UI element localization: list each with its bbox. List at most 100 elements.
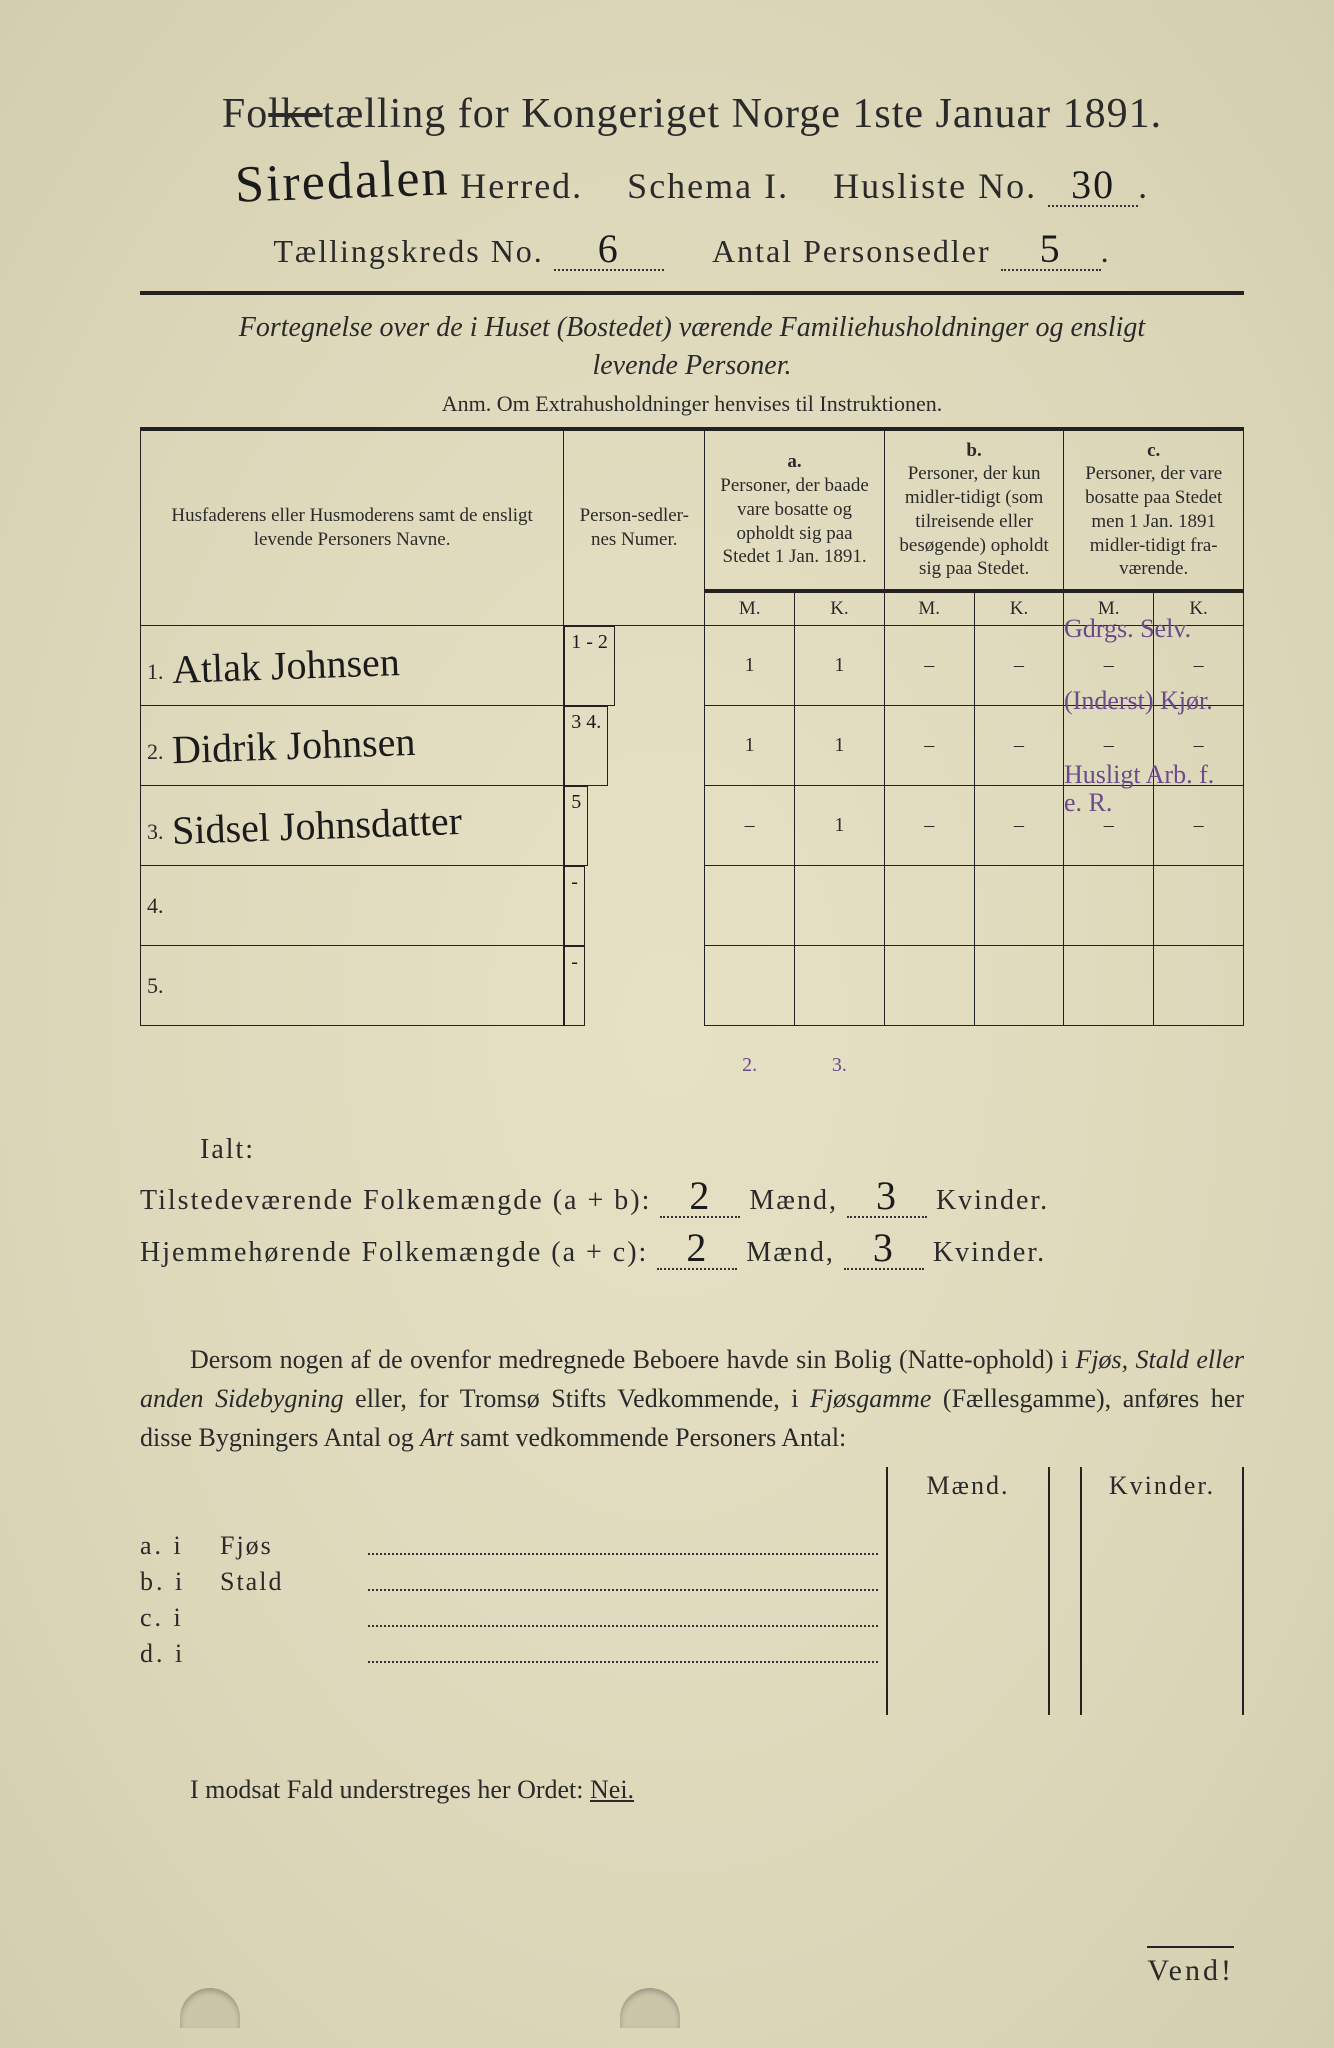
margin-note-1: Gdrgs. Selv. (1064, 615, 1224, 644)
c-m-cell (1064, 866, 1154, 946)
th-a-m: M. (705, 591, 795, 625)
para-t1: Dersom nogen af de ovenfor medregnede Be… (190, 1345, 1075, 1374)
subtable-col-k (1080, 1505, 1244, 1715)
ialt2-m: 2 (686, 1228, 708, 1268)
b-k-cell (974, 866, 1064, 946)
para-it3: Art (420, 1423, 453, 1452)
a-k-cell: 1 (795, 786, 885, 866)
b-m-cell: – (884, 786, 974, 866)
subrow-dots (368, 1588, 878, 1591)
th-b-text: Personer, der kun midler-tidigt (som til… (891, 462, 1058, 581)
subrow-dots (368, 1552, 878, 1555)
th-a-k: K. (795, 591, 885, 625)
nei-line: I modsat Fald understreges her Ordet: Ne… (140, 1775, 1244, 1805)
b-m-cell: – (884, 625, 974, 706)
b-m-cell: – (884, 706, 974, 786)
subtitle: Fortegnelse over de i Huset (Bostedet) v… (180, 309, 1204, 385)
a-k-cell (795, 946, 885, 1026)
nei-text: I modsat Fald understreges her Ordet: (190, 1775, 590, 1804)
num-cell: 5 (564, 786, 588, 866)
subtitle-line1: Fortegnelse over de i Huset (Bostedet) v… (239, 312, 1145, 343)
c-m-cell (1064, 946, 1154, 1026)
antal-label: Antal Personsedler (712, 233, 991, 269)
ialt1-m: 2 (689, 1176, 711, 1216)
fjos-paragraph: Dersom nogen af de ovenfor medregnede Be… (140, 1340, 1244, 1457)
ialt2-maend: Mænd, (746, 1237, 835, 1268)
b-m-cell (884, 946, 974, 1026)
ialt1-m-field: 2 (660, 1176, 740, 1218)
husliste-label: Husliste No. (833, 166, 1037, 206)
subtable-head: Mænd. Kvinder. (140, 1467, 1244, 1505)
kreds-no: 6 (598, 229, 620, 269)
ialt-line-1: Tilstedeværende Folkemængde (a + b): 2 M… (140, 1176, 1244, 1218)
vend-label: Vend! (1147, 1946, 1234, 1988)
subtable-row: c. i (140, 1603, 886, 1633)
th-b-k: K. (974, 591, 1064, 625)
nei-word: Nei. (590, 1775, 634, 1804)
totals-row: 2. 3. (141, 1026, 1244, 1105)
header-block: Folketælling for Kongeriget Norge 1ste J… (140, 90, 1244, 271)
para-t2: eller, for Tromsø Stifts Vedkommende, i (344, 1384, 810, 1413)
b-k-cell: – (974, 706, 1064, 786)
herred-handwritten: Siredalen (234, 148, 450, 214)
table-wrapper: Husfaderens eller Husmoderens samt de en… (140, 427, 1244, 1105)
th-b-m: M. (884, 591, 974, 625)
th-c-letter: c. (1070, 439, 1237, 463)
num-cell: - (564, 946, 585, 1026)
subtable-row: a. iFjøs (140, 1531, 886, 1561)
subtable-rows: a. iFjøs b. iStald c. i d. i (140, 1525, 886, 1715)
subtable-row: d. i (140, 1639, 886, 1669)
c-k-cell (1154, 946, 1244, 1026)
header-row-3: Tællingskreds No. 6 Antal Personsedler 5… (140, 229, 1244, 271)
title-rest: tælling for Kongeriget Norge 1ste Januar… (323, 91, 1163, 137)
husliste-no-field: 30 (1048, 165, 1138, 207)
num-cell: 3 4. (564, 706, 608, 786)
subrow-dots (368, 1624, 878, 1627)
num-cell: 1 - 2 (564, 626, 615, 706)
table-row: 5.- (141, 946, 1244, 1026)
subtitle-line2: levende Personer. (592, 350, 791, 381)
th-name: Husfaderens eller Husmoderens samt de en… (141, 429, 564, 626)
a-m-cell: 1 (705, 625, 795, 706)
subrow-label: a. i (140, 1531, 220, 1561)
subrow-label: b. i (140, 1567, 220, 1597)
th-num: Person-sedler-nes Numer. (564, 429, 705, 626)
subtable-wrapper: Mænd. Kvinder. a. iFjøs b. iStald c. i d. i (140, 1467, 1244, 1715)
th-b-letter: b. (891, 439, 1058, 463)
anm-note: Anm. Om Extrahusholdninger henvises til … (140, 391, 1244, 417)
antal-no-field: 5 (1001, 229, 1101, 271)
ialt1-k-field: 3 (847, 1176, 927, 1218)
a-m-cell (705, 946, 795, 1026)
th-a-text: Personer, der baade vare bosatte og opho… (711, 474, 878, 569)
name-cell: 4. (141, 866, 564, 946)
header-row-2: Siredalen Herred. Schema I. Husliste No.… (140, 152, 1244, 211)
census-form-page: Folketælling for Kongeriget Norge 1ste J… (0, 0, 1334, 2048)
name-cell: 3.Sidsel Johnsdatter (141, 786, 564, 866)
page-tear-mid (620, 1988, 680, 2028)
th-a: a. Personer, der baade vare bosatte og o… (705, 429, 885, 592)
margin-note-3: Husligt Arb. f. e. R. (1064, 761, 1224, 818)
husliste-no: 30 (1071, 165, 1115, 205)
subtable-row: b. iStald (140, 1567, 886, 1597)
ialt1-text: Tilstedeværende Folkemængde (a + b): (140, 1185, 651, 1216)
margin-note-2: (Inderst) Kjør. (1064, 687, 1224, 716)
subrow-mid: Fjøs (220, 1531, 360, 1561)
herred-label: Herred. (460, 166, 583, 206)
a-k-cell: 1 (795, 706, 885, 786)
para-t4: samt vedkommende Personers Antal: (453, 1423, 846, 1452)
table-row: 4.- (141, 866, 1244, 946)
a-m-cell (705, 866, 795, 946)
c-k-cell (1154, 866, 1244, 946)
subrow-dots (368, 1660, 878, 1663)
antal-no: 5 (1040, 229, 1062, 269)
subrow-label: d. i (140, 1639, 220, 1669)
ialt2-text: Hjemmehørende Folkemængde (a + c): (140, 1237, 648, 1268)
a-k-cell (795, 866, 885, 946)
ialt2-k: 3 (873, 1228, 895, 1268)
title-strike: lke (268, 91, 322, 137)
ialt2-kvinder: Kvinder. (933, 1237, 1046, 1268)
kreds-no-field: 6 (554, 229, 664, 271)
th-c: c. Personer, der vare bosatte paa Stedet… (1064, 429, 1244, 592)
th-a-letter: a. (711, 450, 878, 474)
page-tear-left (180, 1988, 240, 2028)
